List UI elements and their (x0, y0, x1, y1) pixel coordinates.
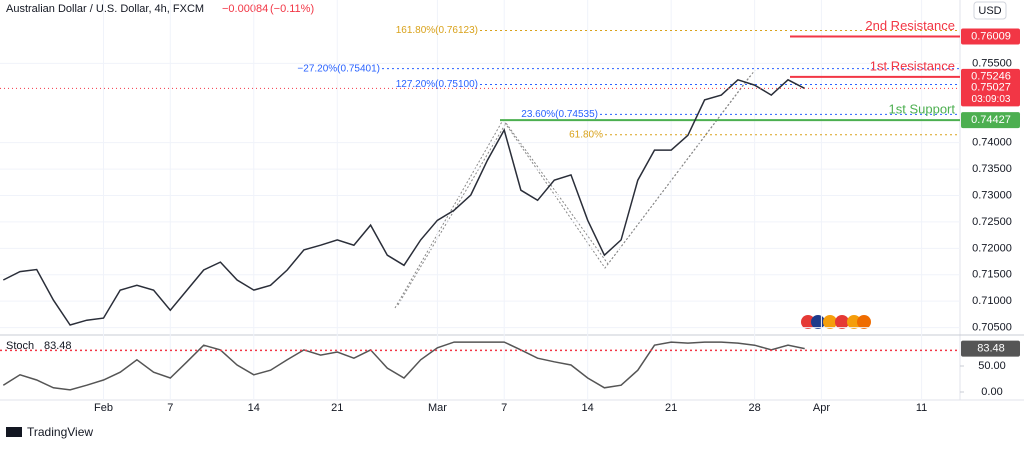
stoch-value: 83.48 (44, 340, 72, 352)
x-tick-label: 28 (749, 402, 761, 414)
pattern-line (397, 75, 751, 306)
stoch-tag (961, 340, 1020, 357)
brand: TradingView (27, 425, 93, 439)
level-value: 0.75246 (971, 71, 1011, 83)
level-name: 2nd Resistance (865, 18, 955, 33)
y-tick-label: 0.73000 (972, 189, 1012, 201)
x-tick-label: Mar (428, 402, 447, 414)
currency-button[interactable] (973, 1, 1007, 20)
x-tick-label: Feb (94, 402, 113, 414)
stoch-tag-value: 83.48 (977, 342, 1005, 354)
y-tick-label: 0.72000 (972, 242, 1012, 254)
y-tick-label: 0.72500 (972, 216, 1012, 228)
fib-label: 161.80%(0.76123) (396, 25, 478, 36)
x-tick-label: 21 (331, 402, 343, 414)
change-pct: (−0.11%) (270, 3, 314, 15)
level-name: 1st Resistance (870, 58, 955, 73)
x-tick-label: 21 (665, 402, 677, 414)
y-tick-label: 0.73500 (972, 163, 1012, 175)
x-tick-label: 14 (248, 402, 260, 414)
y-tick-label: 0.74000 (972, 137, 1012, 149)
level-tag (961, 28, 1020, 45)
fib-label: 61.80% (569, 129, 603, 140)
level-value: 0.74427 (971, 114, 1011, 126)
y-tick-label: 50.00 (978, 360, 1006, 372)
y-tick-label: 0.75500 (972, 57, 1012, 69)
x-tick-label: 14 (582, 402, 594, 414)
y-tick-label: 0.00 (981, 386, 1002, 398)
currency-label[interactable]: USD (978, 5, 1001, 17)
fib-label: −27.20%(0.75401) (297, 63, 380, 74)
x-tick-label: Apr (813, 402, 830, 414)
fib-label: 23.60%(0.74535) (521, 109, 598, 120)
y-tick-label: 0.71500 (972, 269, 1012, 281)
countdown: 03:09:03 (972, 94, 1011, 105)
level-value: 0.76009 (971, 30, 1011, 42)
series-line (2, 341, 805, 391)
x-tick-label: 11 (916, 402, 927, 414)
stoch-title: Stoch (6, 340, 34, 352)
y-tick-label: 0.71000 (972, 295, 1012, 307)
symbol: Australian Dollar / U.S. Dollar, 4h, FXC… (6, 3, 204, 15)
fib-label: 127.20%(0.75100) (396, 79, 478, 90)
change: −0.00084 (222, 3, 268, 15)
tv-logo (6, 427, 22, 437)
x-tick-label: 7 (501, 402, 507, 414)
last-price: 0.75027 (971, 81, 1011, 93)
level-tag (961, 112, 1020, 129)
level-name: 1st Support (889, 102, 956, 117)
last-price-tag (961, 80, 1020, 107)
series-line (2, 78, 806, 326)
y-tick-label: 0.70500 (972, 322, 1012, 334)
x-tick-label: 7 (167, 402, 173, 414)
